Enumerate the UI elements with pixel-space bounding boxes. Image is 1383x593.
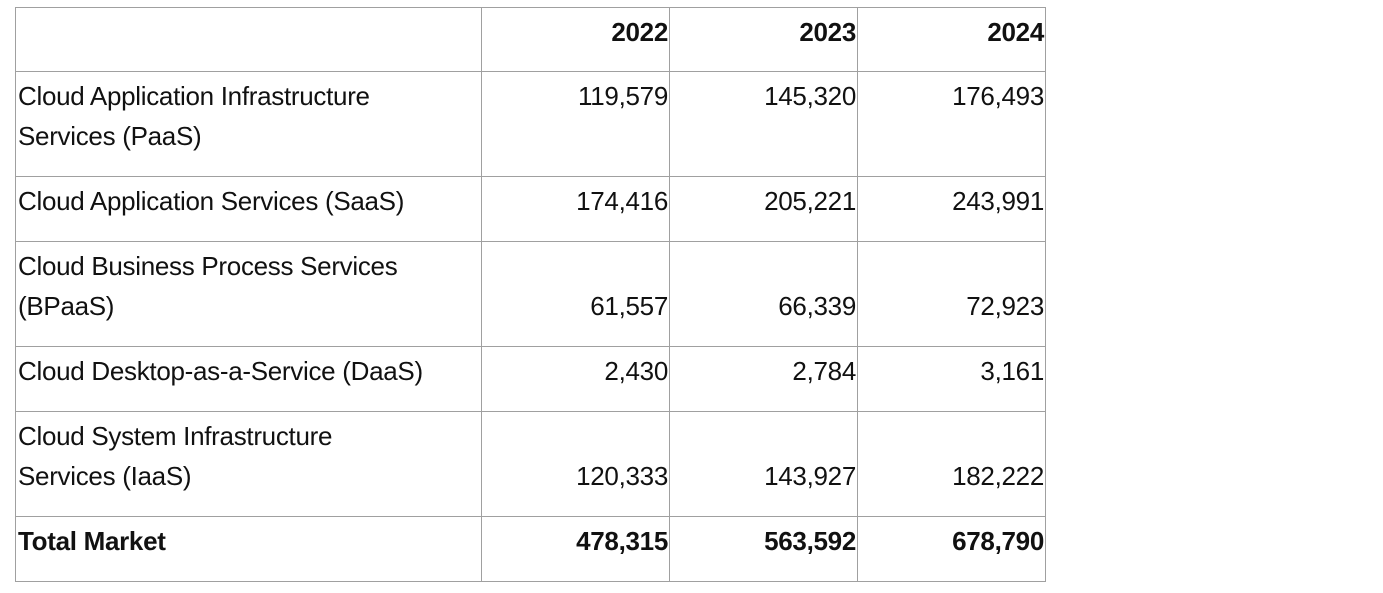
cell-value: 143,927 xyxy=(669,411,858,517)
cell-value: 72,923 xyxy=(857,241,1046,347)
cell-value: 176,493 xyxy=(857,71,1046,177)
cell-value: 66,339 xyxy=(669,241,858,347)
row-label: Cloud Desktop-as-a-Service (DaaS) xyxy=(15,346,482,412)
cell-value: 120,333 xyxy=(481,411,670,517)
row-label: Cloud Application Infrastructure Service… xyxy=(15,71,482,177)
total-value: 478,315 xyxy=(481,516,670,582)
cell-value: 3,161 xyxy=(857,346,1046,412)
row-label: Cloud Application Services (SaaS) xyxy=(15,176,482,242)
header-year: 2024 xyxy=(857,7,1046,72)
header-year: 2022 xyxy=(481,7,670,72)
header-empty xyxy=(15,7,482,72)
cell-value: 182,222 xyxy=(857,411,1046,517)
cell-value: 145,320 xyxy=(669,71,858,177)
table-row: Cloud Application Services (SaaS) 174,41… xyxy=(15,176,1046,242)
table-row: Cloud Application Infrastructure Service… xyxy=(15,71,1046,177)
total-label: Total Market xyxy=(15,516,482,582)
cell-value: 243,991 xyxy=(857,176,1046,242)
table-header-row: 2022 2023 2024 xyxy=(15,7,1046,72)
cell-value: 2,784 xyxy=(669,346,858,412)
row-label: Cloud Business Process Services (BPaaS) xyxy=(15,241,482,347)
cell-value: 205,221 xyxy=(669,176,858,242)
row-label: Cloud System Infrastructure Services (Ia… xyxy=(15,411,482,517)
cloud-market-table: 2022 2023 2024 Cloud Application Infrast… xyxy=(15,7,1046,582)
table-row: Cloud Business Process Services (BPaaS) … xyxy=(15,241,1046,347)
table-row: Cloud Desktop-as-a-Service (DaaS) 2,430 … xyxy=(15,346,1046,412)
cell-value: 61,557 xyxy=(481,241,670,347)
header-year: 2023 xyxy=(669,7,858,72)
total-value: 678,790 xyxy=(857,516,1046,582)
table-row: Cloud System Infrastructure Services (Ia… xyxy=(15,411,1046,517)
total-row: Total Market 478,315 563,592 678,790 xyxy=(15,516,1046,582)
cell-value: 2,430 xyxy=(481,346,670,412)
cell-value: 174,416 xyxy=(481,176,670,242)
total-value: 563,592 xyxy=(669,516,858,582)
cell-value: 119,579 xyxy=(481,71,670,177)
